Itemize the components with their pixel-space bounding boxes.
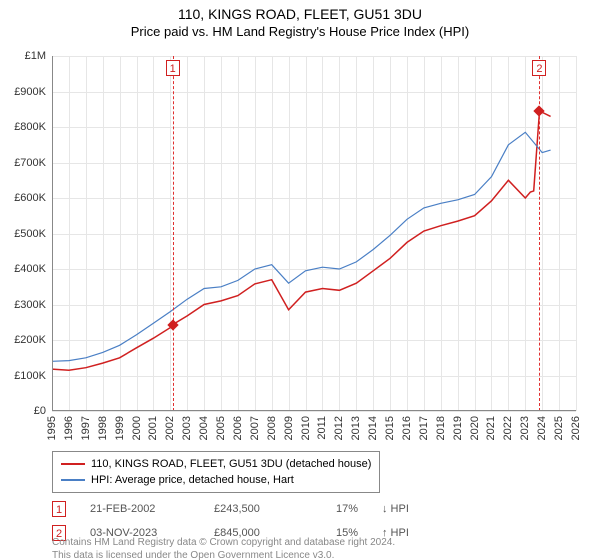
arrow-down-icon: ↓ HPI [382,503,409,515]
sale-date: 21-FEB-2002 [90,503,190,515]
legend-area: 110, KINGS ROAD, FLEET, GU51 3DU (detach… [52,451,576,541]
x-axis-label: 2026 [570,416,582,440]
x-axis-label: 2006 [232,416,244,440]
vgrid-line [576,56,577,411]
footer-attribution: Contains HM Land Registry data © Crown c… [52,536,395,560]
x-axis-label: 2025 [553,416,565,440]
y-axis-label: £700K [14,157,46,169]
x-axis-label: 1999 [114,416,126,440]
legend-row: HPI: Average price, detached house, Hart [61,472,371,488]
x-axis-label: 2013 [350,416,362,440]
y-axis-label: £600K [14,192,46,204]
x-axis-label: 2015 [384,416,396,440]
legend-label: HPI: Average price, detached house, Hart [91,472,294,488]
legend-row: 110, KINGS ROAD, FLEET, GU51 3DU (detach… [61,456,371,472]
y-axis-label: £900K [14,86,46,98]
y-axis-label: £200K [14,334,46,346]
x-axis-label: 2024 [536,416,548,440]
series-line [52,111,551,370]
chart-subtitle: Price paid vs. HM Land Registry's House … [0,24,600,39]
y-axis-label: £300K [14,299,46,311]
y-axis-label: £400K [14,263,46,275]
footer-line-1: Contains HM Land Registry data © Crown c… [52,536,395,549]
sale-price: £243,500 [214,503,294,515]
chart-title: 110, KINGS ROAD, FLEET, GU51 3DU [0,6,600,22]
series-line [52,132,551,361]
x-axis-label: 2023 [519,416,531,440]
x-axis-label: 2020 [469,416,481,440]
legend-swatch [61,479,85,481]
footer-line-2: This data is licensed under the Open Gov… [52,549,395,560]
x-axis-label: 2007 [249,416,261,440]
chart-plot-area: 12 £0£100K£200K£300K£400K£500K£600K£700K… [52,56,576,411]
y-axis-label: £1M [25,50,46,62]
x-axis-label: 2017 [418,416,430,440]
x-axis-label: 1998 [97,416,109,440]
y-axis-label: £800K [14,121,46,133]
y-axis-label: £100K [14,370,46,382]
x-axis-label: 2008 [266,416,278,440]
x-axis-label: 2010 [300,416,312,440]
x-axis-label: 2001 [147,416,159,440]
sale-marker-1: 1 [166,60,180,76]
legend-label: 110, KINGS ROAD, FLEET, GU51 3DU (detach… [91,456,371,472]
sale-pct: 17% [318,503,358,515]
x-axis-label: 2022 [502,416,514,440]
sale-row-marker: 1 [52,501,66,517]
y-axis-label: £0 [34,405,46,417]
hgrid-line [52,411,576,412]
x-axis-label: 2009 [283,416,295,440]
x-axis-label: 2018 [435,416,447,440]
x-axis-label: 1997 [80,416,92,440]
x-axis-label: 2003 [181,416,193,440]
chart-lines-svg [52,56,576,411]
legend-box: 110, KINGS ROAD, FLEET, GU51 3DU (detach… [52,451,380,493]
x-axis-label: 2016 [401,416,413,440]
x-axis-label: 2002 [164,416,176,440]
y-axis-label: £500K [14,228,46,240]
sale-info-row-1: 1 21-FEB-2002 £243,500 17% ↓ HPI [52,501,576,517]
y-axis-line [52,56,53,411]
legend-swatch [61,463,85,465]
x-axis-line [52,410,576,411]
x-axis-label: 2021 [485,416,497,440]
x-axis-label: 2019 [452,416,464,440]
x-axis-label: 2012 [333,416,345,440]
x-axis-label: 1996 [63,416,75,440]
x-axis-label: 2014 [367,416,379,440]
x-axis-label: 2005 [215,416,227,440]
x-axis-label: 2011 [316,416,328,440]
sale-vline [173,56,174,411]
x-axis-label: 2000 [131,416,143,440]
x-axis-label: 2004 [198,416,210,440]
x-axis-label: 1995 [46,416,58,440]
sale-marker-2: 2 [532,60,546,76]
